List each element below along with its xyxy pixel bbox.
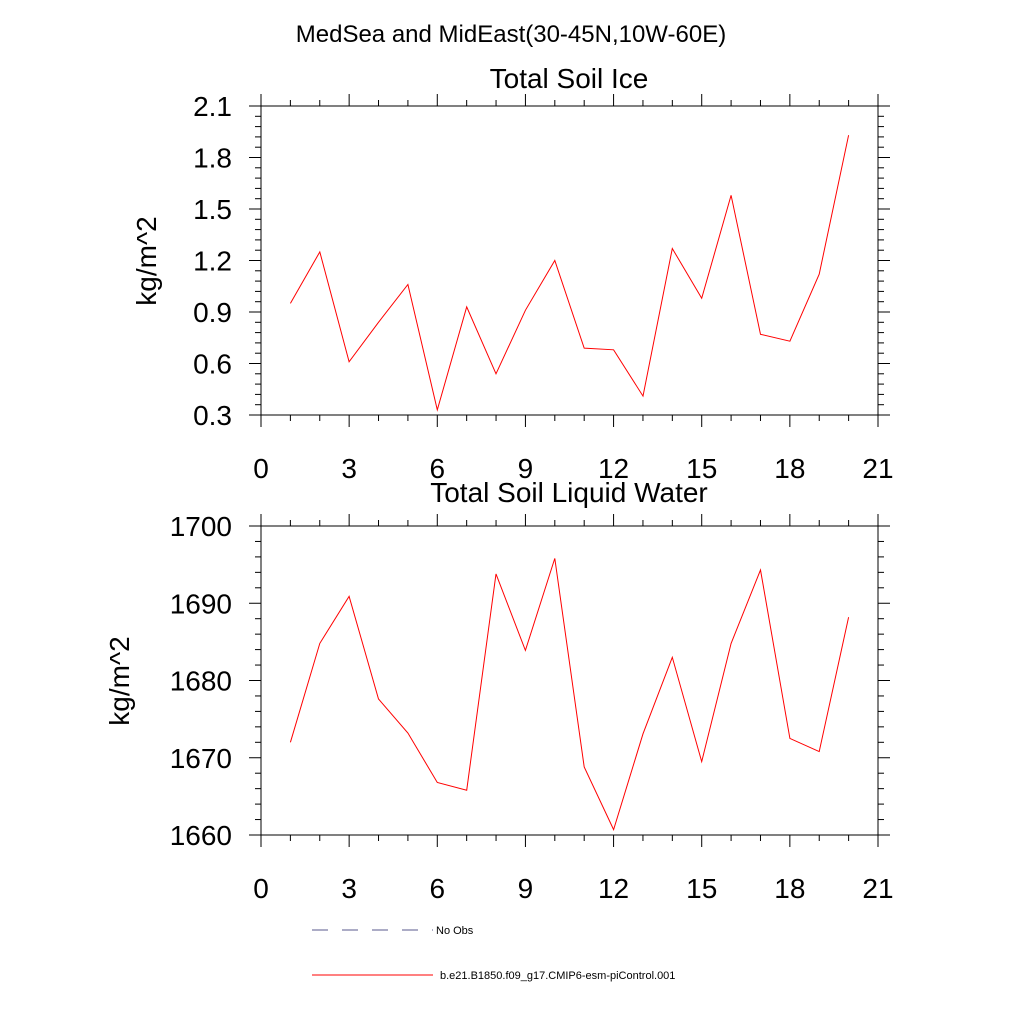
y-tick-label: 2.1: [193, 91, 232, 122]
x-tick-label: 0: [253, 873, 269, 904]
y-axis-label: kg/m^2: [104, 636, 135, 725]
y-tick-label: 1.8: [193, 143, 232, 174]
y-tick-label: 1660: [170, 820, 232, 851]
series-line: [289, 135, 850, 412]
y-tick-label: 1680: [170, 666, 232, 697]
y-tick-label: 0.9: [193, 297, 232, 328]
x-tick-label: 3: [341, 453, 357, 484]
figure-title: MedSea and MidEast(30-45N,10W-60E): [296, 21, 726, 48]
x-tick-label: 3: [341, 873, 357, 904]
x-tick-label: 6: [429, 453, 445, 484]
x-tick-label: 6: [429, 873, 445, 904]
plot-frame: [260, 525, 879, 836]
y-tick-label: 1700: [170, 511, 232, 542]
x-tick-label: 15: [686, 453, 717, 484]
x-tick-label: 18: [774, 453, 805, 484]
legend-label-control-run: b.e21.B1850.f09_g17.CMIP6-esm-piControl.…: [440, 970, 675, 982]
y-tick-label: 0.6: [193, 349, 232, 380]
y-tick-label: 0.3: [193, 400, 232, 431]
y-axis-label: kg/m^2: [131, 216, 162, 305]
x-tick-label: 9: [518, 873, 534, 904]
panel-title: Total Soil Ice: [490, 63, 649, 94]
legend: No Obs b.e21.B1850.f09_g17.CMIP6-esm-piC…: [312, 925, 675, 982]
x-tick-label: 21: [862, 453, 893, 484]
series-line: [289, 558, 850, 831]
legend-label-no-obs: No Obs: [436, 925, 474, 937]
panel-title: Total Soil Liquid Water: [430, 477, 708, 508]
panel-soil-ice: Total Soil Ice kg/m^2 0 3 6 9 12 15 18 21 0.3 0.6…: [131, 63, 894, 484]
x-tick-label: 15: [686, 873, 717, 904]
y-tick-label: 1690: [170, 588, 232, 619]
x-tick-label: 12: [598, 873, 629, 904]
x-tick-label: 18: [774, 873, 805, 904]
axis-ticks: 0 3 6 9 12 15 18 21 0.3 0.6 0.9 1.2 1.5 1.8 2.1: [193, 91, 894, 484]
x-tick-label: 0: [253, 453, 269, 484]
panel-soil-liquid-water: Total Soil Liquid Water kg/m^2 0 3 6 9 12 15 1…: [104, 477, 894, 904]
x-tick-label: 9: [518, 453, 534, 484]
series-group: [289, 558, 850, 831]
x-tick-label: 21: [862, 873, 893, 904]
y-tick-label: 1670: [170, 743, 232, 774]
y-tick-label: 1.5: [193, 194, 232, 225]
x-tick-label: 12: [598, 453, 629, 484]
plot-frame: [260, 105, 879, 416]
axis-ticks: 0 3 6 9 12 15 18 21 1660 1670 1680 1690 1700: [170, 511, 894, 904]
y-tick-label: 1.2: [193, 246, 232, 277]
series-group: [289, 135, 850, 412]
